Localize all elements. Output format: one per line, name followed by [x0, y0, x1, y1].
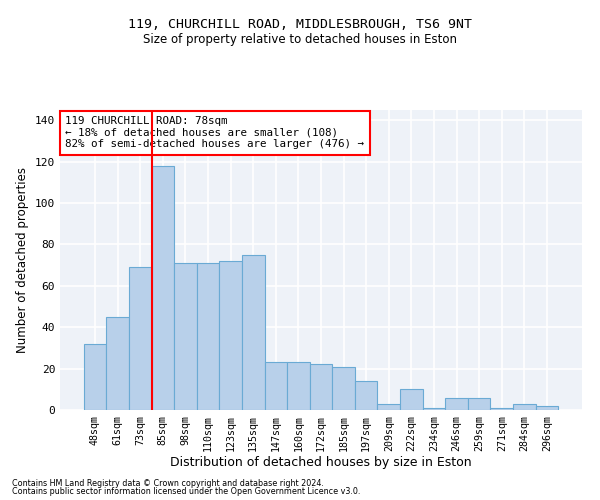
- Bar: [377, 404, 400, 410]
- Text: 119, CHURCHILL ROAD, MIDDLESBROUGH, TS6 9NT: 119, CHURCHILL ROAD, MIDDLESBROUGH, TS6 …: [128, 18, 472, 30]
- X-axis label: Distribution of detached houses by size in Eston: Distribution of detached houses by size …: [170, 456, 472, 469]
- Bar: [106, 317, 129, 410]
- Bar: [445, 398, 468, 410]
- Bar: [197, 263, 220, 410]
- Bar: [355, 381, 377, 410]
- Bar: [422, 408, 445, 410]
- Text: Contains public sector information licensed under the Open Government Licence v3: Contains public sector information licen…: [12, 487, 361, 496]
- Bar: [468, 398, 490, 410]
- Text: Size of property relative to detached houses in Eston: Size of property relative to detached ho…: [143, 32, 457, 46]
- Bar: [265, 362, 287, 410]
- Bar: [84, 344, 106, 410]
- Bar: [490, 408, 513, 410]
- Bar: [400, 390, 422, 410]
- Bar: [513, 404, 536, 410]
- Bar: [310, 364, 332, 410]
- Bar: [220, 261, 242, 410]
- Bar: [287, 362, 310, 410]
- Bar: [152, 166, 174, 410]
- Bar: [129, 267, 152, 410]
- Text: 119 CHURCHILL ROAD: 78sqm
← 18% of detached houses are smaller (108)
82% of semi: 119 CHURCHILL ROAD: 78sqm ← 18% of detac…: [65, 116, 364, 149]
- Y-axis label: Number of detached properties: Number of detached properties: [16, 167, 29, 353]
- Bar: [242, 255, 265, 410]
- Bar: [174, 263, 197, 410]
- Text: Contains HM Land Registry data © Crown copyright and database right 2024.: Contains HM Land Registry data © Crown c…: [12, 478, 324, 488]
- Bar: [332, 366, 355, 410]
- Bar: [536, 406, 558, 410]
